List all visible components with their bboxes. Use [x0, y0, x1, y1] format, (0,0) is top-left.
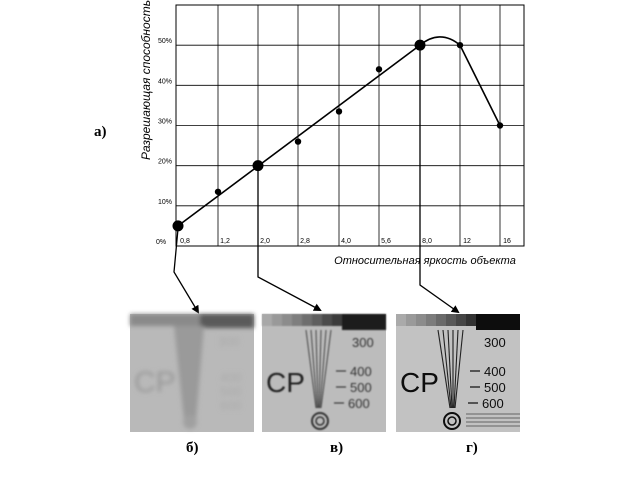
x-tick-label: 2,8: [300, 238, 310, 245]
photo-b-num-500: 500: [220, 384, 242, 399]
data-point: [214, 188, 222, 195]
photo-g-letter: г): [466, 440, 478, 456]
x-tick-label: 8,0: [422, 238, 432, 245]
photo-b: CP 300 400 500 600: [130, 314, 254, 432]
photo-v-num-600: 600: [348, 396, 370, 411]
photo-g-num-400: 400: [484, 364, 506, 379]
figure-label: а): [94, 124, 107, 140]
data-points: [172, 39, 504, 232]
data-point: [456, 41, 464, 49]
photo-v-num-300: 300: [352, 335, 374, 350]
y-tick-label: 40%: [158, 78, 172, 85]
data-point: [252, 160, 264, 172]
y-tick-label: 0%: [156, 239, 166, 246]
photo-g-num-300: 300: [484, 335, 506, 350]
y-axis-ticks: 0% 10% 20% 30% 40% 50%: [156, 38, 172, 246]
x-tick-label: 0,8: [180, 238, 190, 245]
photo-b-num-600: 600: [220, 398, 242, 413]
x-tick-label: 12: [463, 238, 471, 245]
photo-b-num-300: 300: [218, 334, 240, 349]
chart: 0% 10% 20% 30% 40% 50% 0,8 1,2 2,0 2,8 4,0 5,6 8,0 1…: [139, 0, 525, 267]
y-tick-label: 10%: [158, 199, 172, 206]
x-tick-label: 16: [503, 238, 511, 245]
x-tick-label: 5,6: [381, 238, 391, 245]
arrows: [173, 47, 460, 314]
arrow-v: [257, 168, 322, 311]
x-tick-label: 4,0: [341, 238, 351, 245]
photo-v-letter: в): [330, 440, 343, 456]
photo-v: CP 300 400 500 600: [262, 314, 386, 432]
photo-g: CP 300 400 500 600: [396, 314, 520, 432]
arrow-g: [419, 47, 460, 314]
y-tick-label: 50%: [158, 38, 172, 45]
data-point: [414, 39, 426, 51]
y-axis-label: Разрешающая способность: [139, 0, 153, 160]
data-point: [496, 122, 504, 129]
chart-grid: [176, 5, 524, 246]
data-point: [172, 220, 184, 232]
photo-v-num-500: 500: [350, 380, 372, 395]
photo-g-text: CP: [400, 367, 439, 398]
photo-g-num-600: 600: [482, 396, 504, 411]
x-axis-label: Относительная яркость объекта: [334, 255, 516, 267]
photo-g-num-500: 500: [484, 380, 506, 395]
photo-b-num-400: 400: [220, 370, 242, 385]
photo-v-text: CP: [266, 367, 305, 398]
x-tick-label: 1,2: [220, 238, 230, 245]
arrow-b: [173, 228, 200, 314]
data-point: [335, 108, 343, 115]
photo-v-num-400: 400: [350, 364, 372, 379]
y-tick-label: 20%: [158, 159, 172, 166]
x-tick-label: 2,0: [260, 238, 270, 245]
data-point: [375, 66, 383, 73]
x-axis-ticks: 0,8 1,2 2,0 2,8 4,0 5,6 8,0 12 16: [180, 238, 511, 245]
photo-b-letter: б): [186, 440, 199, 456]
plot-frame: [175, 4, 525, 247]
data-point: [294, 138, 302, 145]
photo-b-text: CP: [134, 366, 176, 399]
y-tick-label: 30%: [158, 119, 172, 126]
